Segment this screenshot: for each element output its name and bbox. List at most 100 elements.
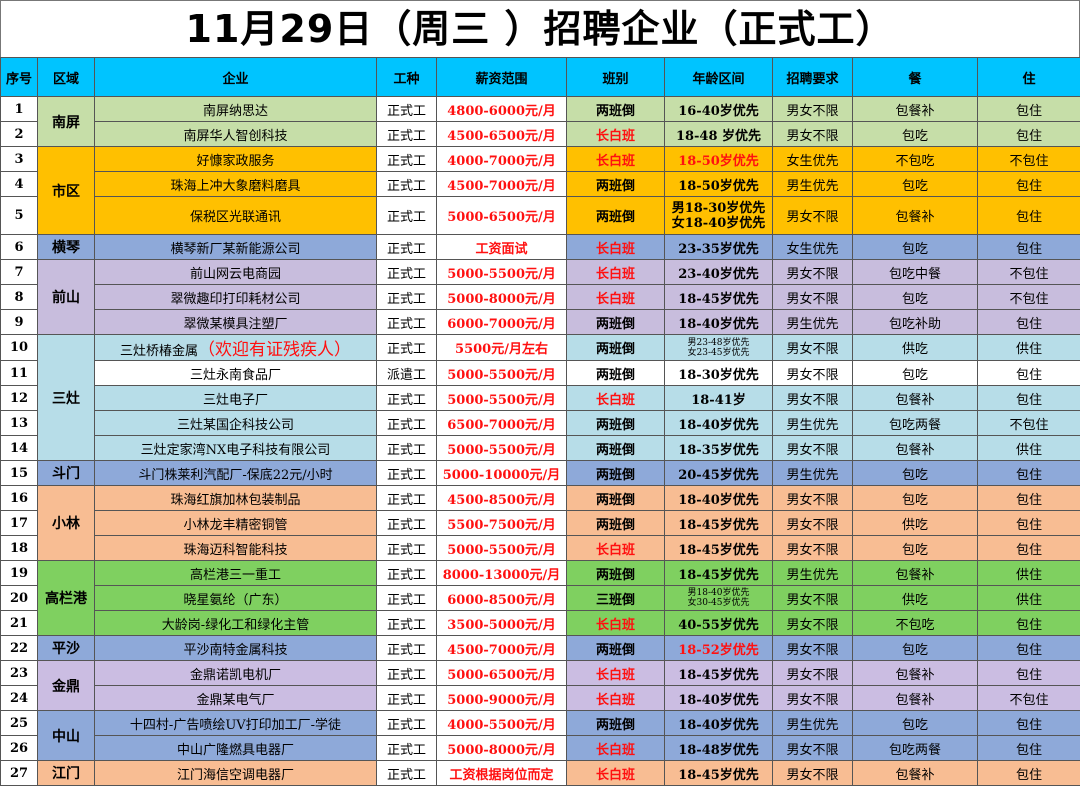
table-row: 4 珠海上冲大象磨料磨具 正式工 4500-7000元/月 两班倒 18-50岁… — [0, 171, 1080, 197]
table-row: 22 平沙 平沙南特金属科技 正式工 4500-7000元/月 两班倒 18-5… — [0, 635, 1080, 661]
requirement-cell: 男女不限 — [772, 334, 853, 361]
requirement-cell: 男女不限 — [772, 510, 853, 536]
age-cell: 18-40岁优先 — [664, 685, 773, 711]
row-number: 13 — [0, 410, 38, 436]
company-cell: 三灶永南食品厂 — [94, 360, 377, 386]
shift-cell: 两班倒 — [566, 96, 665, 122]
salary-cell: 5000-8000元/月 — [436, 735, 567, 761]
requirement-cell: 男女不限 — [772, 284, 853, 310]
region-cell: 高栏港 — [37, 560, 95, 636]
region-cell: 南屏 — [37, 96, 95, 147]
job-type-cell: 正式工 — [376, 196, 437, 235]
job-type-cell: 正式工 — [376, 735, 437, 761]
shift-cell: 两班倒 — [566, 710, 665, 736]
age-cell: 18-50岁优先 — [664, 171, 773, 197]
housing-cell: 包住 — [977, 760, 1080, 786]
meal-cell: 供吃 — [852, 334, 978, 361]
housing-cell: 包住 — [977, 485, 1080, 511]
table-row: 20 晓星氨纶（广东） 正式工 6000-8500元/月 三班倒 男18-40岁… — [0, 585, 1080, 611]
salary-cell: 5000-5500元/月 — [436, 259, 567, 285]
age-cell: 18-45岁优先 — [664, 660, 773, 686]
job-type-cell: 正式工 — [376, 760, 437, 786]
row-number: 4 — [0, 171, 38, 197]
shift-cell: 长白班 — [566, 535, 665, 561]
requirement-cell: 男生优先 — [772, 309, 853, 335]
company-cell: 斗门株莱利汽配厂-保底22元/小时 — [94, 460, 377, 486]
row-number: 27 — [0, 760, 38, 786]
row-number: 26 — [0, 735, 38, 761]
salary-cell: 4000-5500元/月 — [436, 710, 567, 736]
job-type-cell: 正式工 — [376, 510, 437, 536]
requirement-cell: 男女不限 — [772, 485, 853, 511]
meal-cell: 供吃 — [852, 585, 978, 611]
table-header-row: 序号 区域 企业 工种 薪资范围 班别 年龄区间 招聘要求 餐 住 — [0, 57, 1080, 97]
company-cell: 三灶电子厂 — [94, 385, 377, 411]
company-cell: 翠微某模具注塑厂 — [94, 309, 377, 335]
salary-cell: 5500-7500元/月 — [436, 510, 567, 536]
company-cell: 珠海红旗加林包装制品 — [94, 485, 377, 511]
requirement-cell: 女生优先 — [772, 234, 853, 260]
company-cell: 珠海上冲大象磨料磨具 — [94, 171, 377, 197]
table-row: 16 小林 珠海红旗加林包装制品 正式工 4500-8500元/月 两班倒 18… — [0, 485, 1080, 561]
age-cell: 18-45岁优先 — [664, 560, 773, 586]
age-cell: 男18-30岁优先 女18-40岁优先 — [664, 196, 773, 235]
salary-cell: 5000-5500元/月 — [436, 535, 567, 561]
table-row: 12 三灶电子厂 正式工 5000-5500元/月 长白班 18-41岁 男女不… — [0, 385, 1080, 411]
meal-cell: 包吃 — [852, 460, 978, 486]
age-cell: 18-48 岁优先 — [664, 121, 773, 147]
col-header-meal: 餐 — [852, 57, 978, 97]
housing-cell: 不包住 — [977, 146, 1080, 172]
age-cell: 18-40岁优先 — [664, 309, 773, 335]
table-row: 17 小林龙丰精密铜管 正式工 5500-7500元/月 两班倒 18-45岁优… — [0, 510, 1080, 536]
job-type-cell: 正式工 — [376, 334, 437, 361]
housing-cell: 不包住 — [977, 259, 1080, 285]
salary-cell: 8000-13000元/月 — [436, 560, 567, 586]
housing-cell: 包住 — [977, 309, 1080, 335]
table-row: 9 翠微某模具注塑厂 正式工 6000-7000元/月 两班倒 18-40岁优先… — [0, 309, 1080, 335]
age-cell: 18-45岁优先 — [664, 760, 773, 786]
requirement-cell: 男女不限 — [772, 660, 853, 686]
salary-cell: 6000-7000元/月 — [436, 309, 567, 335]
job-type-cell: 正式工 — [376, 710, 437, 736]
salary-cell: 5000-9000元/月 — [436, 685, 567, 711]
company-cell: 晓星氨纶（广东） — [94, 585, 377, 611]
company-cell: 江门海信空调电器厂 — [94, 760, 377, 786]
requirement-cell: 男女不限 — [772, 585, 853, 611]
table-row: 19 高栏港 高栏港三一重工 正式工 8000-13000元/月 两班倒 18-… — [0, 560, 1080, 636]
age-cell: 18-52岁优先 — [664, 635, 773, 661]
company-cell: 三灶定家湾NX电子科技有限公司 — [94, 435, 377, 461]
age-cell: 18-40岁优先 — [664, 485, 773, 511]
meal-cell: 供吃 — [852, 510, 978, 536]
salary-cell: 6500-7000元/月 — [436, 410, 567, 436]
row-number: 14 — [0, 435, 38, 461]
job-type-cell: 正式工 — [376, 234, 437, 260]
housing-cell: 包住 — [977, 510, 1080, 536]
age-cell: 18-45岁优先 — [664, 535, 773, 561]
job-type-cell: 正式工 — [376, 284, 437, 310]
housing-cell: 不包住 — [977, 284, 1080, 310]
housing-cell: 包住 — [977, 96, 1080, 122]
company-cell: 翠微趣印打印耗材公司 — [94, 284, 377, 310]
salary-cell: 5000-6500元/月 — [436, 196, 567, 235]
table-row: 14 三灶定家湾NX电子科技有限公司 正式工 5000-5500元/月 两班倒 … — [0, 435, 1080, 461]
company-cell: 保税区光联通讯 — [94, 196, 377, 235]
age-cell: 23-35岁优先 — [664, 234, 773, 260]
requirement-cell: 男女不限 — [772, 760, 853, 786]
shift-cell: 长白班 — [566, 234, 665, 260]
requirement-cell: 男生优先 — [772, 460, 853, 486]
age-cell: 18-45岁优先 — [664, 510, 773, 536]
col-header-company: 企业 — [94, 57, 377, 97]
age-female: 女30-45岁优先 — [687, 598, 750, 608]
table-row: 24 金鼎某电气厂 正式工 5000-9000元/月 长白班 18-40岁优先 … — [0, 685, 1080, 711]
age-cell: 18-48岁优先 — [664, 735, 773, 761]
row-number: 23 — [0, 660, 38, 686]
meal-cell: 包餐补 — [852, 96, 978, 122]
age-cell: 18-45岁优先 — [664, 284, 773, 310]
shift-cell: 两班倒 — [566, 309, 665, 335]
housing-cell: 供住 — [977, 435, 1080, 461]
shift-cell: 两班倒 — [566, 171, 665, 197]
housing-cell: 供住 — [977, 560, 1080, 586]
company-note: （欢迎有证残疾人） — [198, 340, 351, 360]
col-header-age: 年龄区间 — [664, 57, 773, 97]
shift-cell: 长白班 — [566, 660, 665, 686]
